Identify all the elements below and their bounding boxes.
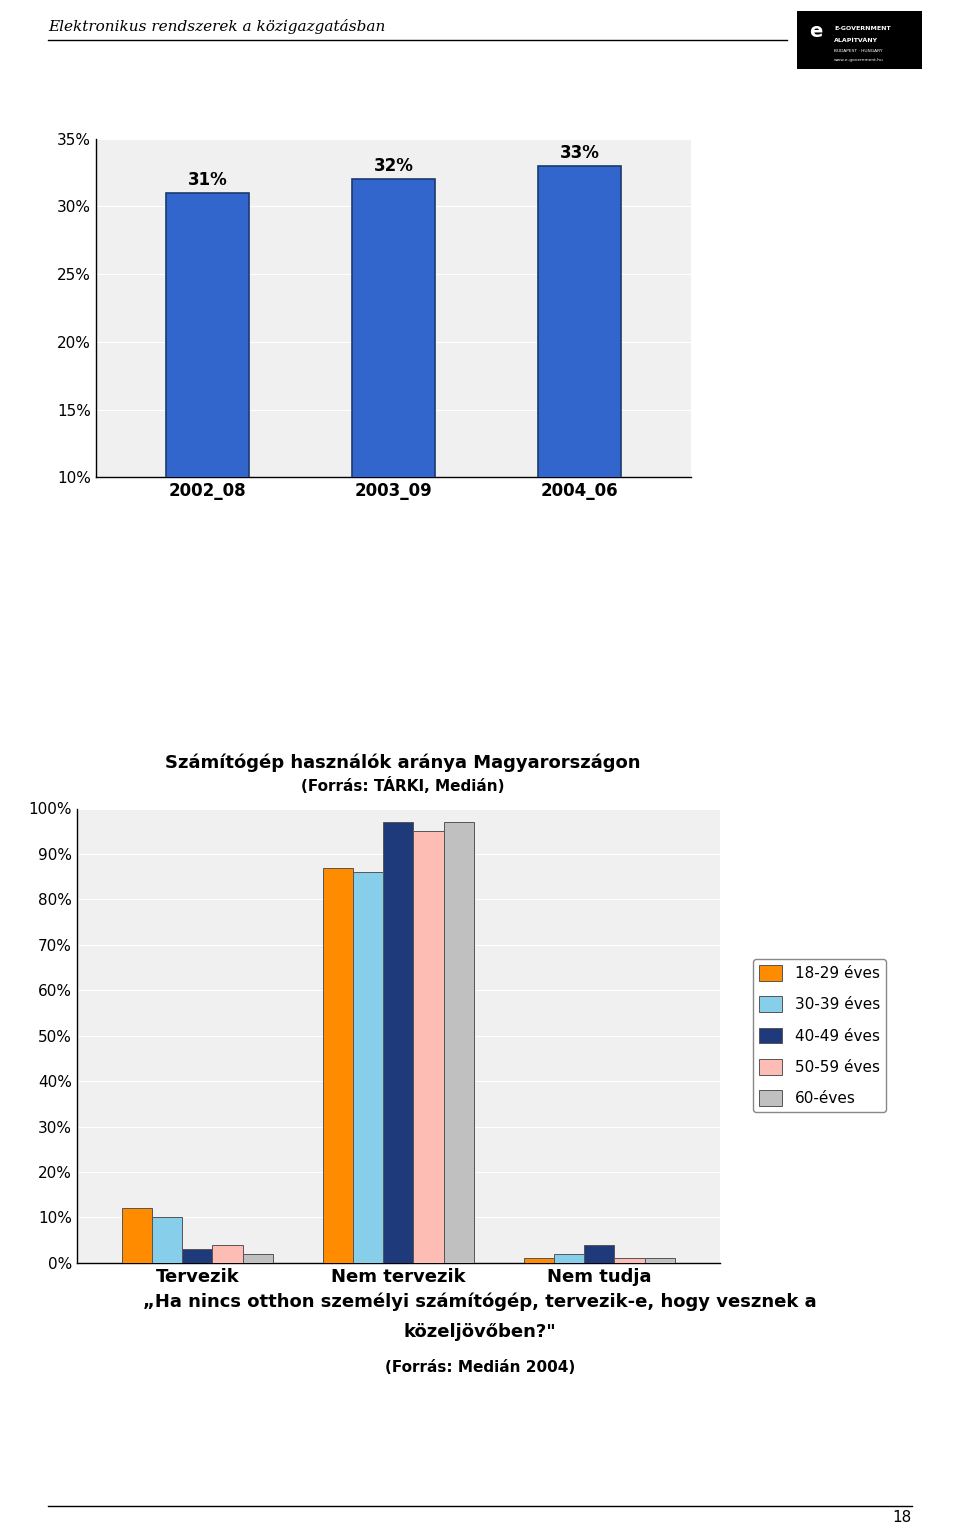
Bar xyxy=(585,1244,614,1263)
Text: BUDAPEST · HUNGARY: BUDAPEST · HUNGARY xyxy=(834,49,883,52)
Text: 33%: 33% xyxy=(560,143,600,162)
Bar xyxy=(538,166,621,613)
Text: (Forrás: TÁRKI, Medián): (Forrás: TÁRKI, Medián) xyxy=(301,776,505,795)
Text: 31%: 31% xyxy=(188,171,228,189)
Text: E-GOVERNMENT: E-GOVERNMENT xyxy=(834,26,891,31)
Text: Számítógép használók aránya Magyarországon: Számítógép használók aránya Magyarország… xyxy=(165,753,641,772)
Bar xyxy=(414,832,444,1263)
Text: „Ha nincs otthon személyi számítógép, tervezik-e, hogy vesznek a: „Ha nincs otthon személyi számítógép, te… xyxy=(143,1292,817,1311)
Bar xyxy=(351,179,436,613)
Bar xyxy=(182,1249,212,1263)
Bar xyxy=(614,1258,644,1263)
Bar xyxy=(122,1209,153,1263)
Text: www.e-government.hu: www.e-government.hu xyxy=(834,59,884,62)
Bar xyxy=(383,822,414,1263)
Text: ALAPÍTVÁNY: ALAPÍTVÁNY xyxy=(834,37,878,43)
Text: közeljövőben?": közeljövőben?" xyxy=(403,1323,557,1341)
Bar xyxy=(353,872,383,1263)
Text: Elektronikus rendszerek a közigazgatásban: Elektronikus rendszerek a közigazgatásba… xyxy=(48,18,385,34)
Bar xyxy=(524,1258,554,1263)
Bar xyxy=(153,1217,182,1263)
Text: e: e xyxy=(809,22,823,40)
Legend: 18-29 éves, 30-39 éves, 40-49 éves, 50-59 éves, 60-éves: 18-29 éves, 30-39 éves, 40-49 éves, 50-5… xyxy=(754,959,886,1112)
Bar xyxy=(323,867,353,1263)
Bar xyxy=(644,1258,675,1263)
Text: 32%: 32% xyxy=(373,157,414,176)
Bar xyxy=(212,1244,243,1263)
Text: 18: 18 xyxy=(893,1509,912,1525)
Text: (Forrás: Medián 2004): (Forrás: Medián 2004) xyxy=(385,1360,575,1375)
Bar xyxy=(166,192,250,613)
Bar xyxy=(243,1254,273,1263)
FancyBboxPatch shape xyxy=(797,11,922,69)
Bar xyxy=(444,822,474,1263)
Bar xyxy=(554,1254,585,1263)
